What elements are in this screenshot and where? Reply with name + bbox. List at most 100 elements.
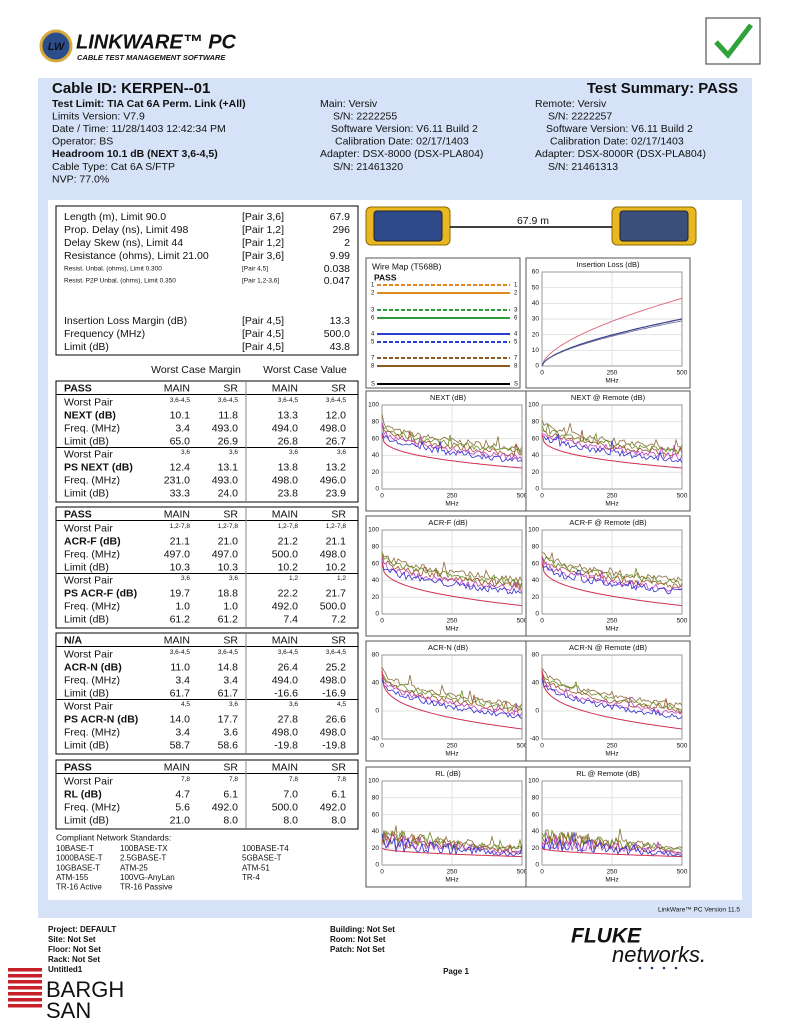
y-tick-label: 0 bbox=[535, 611, 539, 618]
measure-value: 67.9 bbox=[330, 211, 351, 223]
x-tick-label: 250 bbox=[607, 370, 618, 377]
cell: 26.8 bbox=[278, 435, 299, 447]
measure-label: Prop. Delay (ns), Limit 498 bbox=[64, 224, 188, 236]
cell: 17.7 bbox=[218, 713, 239, 725]
trace bbox=[381, 672, 523, 711]
cell: SR bbox=[331, 761, 346, 773]
x-tick-label: 0 bbox=[380, 743, 384, 750]
cell: 7,8 bbox=[181, 776, 190, 783]
cell: 13.1 bbox=[218, 461, 239, 473]
y-tick-label: 80 bbox=[532, 795, 540, 802]
standard: 10GBASE-T bbox=[56, 863, 100, 872]
project-line: Untitled1 bbox=[48, 965, 83, 974]
cell: 3,6 bbox=[229, 575, 238, 582]
y-tick-label: 60 bbox=[532, 435, 540, 442]
trace bbox=[541, 297, 683, 367]
cell: 18.8 bbox=[218, 587, 239, 599]
cell: 1,2 bbox=[337, 575, 346, 582]
y-tick-label: 40 bbox=[532, 577, 540, 584]
cell: 3,6 bbox=[229, 701, 238, 708]
y-tick-label: 60 bbox=[372, 560, 380, 567]
summary-line: Headroom 10.1 dB (NEXT 3,6-4,5) bbox=[52, 148, 218, 160]
row-label: Freq. (MHz) bbox=[64, 422, 120, 434]
y-tick-label: 0 bbox=[375, 486, 379, 493]
x-tick-label: 0 bbox=[380, 869, 384, 876]
cell: 61.7 bbox=[218, 687, 239, 699]
cable-length: 67.9 m bbox=[517, 215, 549, 227]
measure-value: 296 bbox=[332, 224, 350, 236]
cell: 3,6 bbox=[229, 449, 238, 456]
cell: 3,6-4,5 bbox=[278, 397, 299, 404]
measure-label: Delay Skew (ns), Limit 44 bbox=[64, 237, 183, 249]
cell: 3,6 bbox=[181, 449, 190, 456]
graph-box bbox=[525, 766, 691, 888]
y-tick-label: 100 bbox=[528, 402, 539, 409]
pin-right: 3 bbox=[514, 308, 518, 314]
x-tick-label: 0 bbox=[540, 618, 544, 625]
y-tick-label: 40 bbox=[532, 680, 540, 687]
standard: 1000BASE-T bbox=[56, 854, 103, 863]
cell: 493.0 bbox=[212, 474, 238, 486]
cell: 3.4 bbox=[223, 674, 238, 686]
y-tick-label: 20 bbox=[372, 469, 380, 476]
row-label: Worst Pair bbox=[64, 700, 113, 712]
row-label: Limit (dB) bbox=[64, 435, 109, 447]
measure-label: Insertion Loss Margin (dB) bbox=[64, 315, 187, 327]
graph-title: RL (dB) bbox=[435, 769, 461, 778]
tester-screen bbox=[373, 210, 443, 242]
measure-value: 43.8 bbox=[330, 341, 351, 353]
cell: 1,2-7,8 bbox=[326, 523, 347, 530]
y-tick-label: 80 bbox=[532, 419, 540, 426]
cell: 58.6 bbox=[218, 739, 239, 751]
trace bbox=[381, 432, 523, 462]
trace bbox=[542, 551, 683, 583]
cell: 1.0 bbox=[175, 600, 190, 612]
y-tick-label: 30 bbox=[532, 316, 540, 323]
trace bbox=[381, 425, 523, 458]
x-tick-label: 0 bbox=[540, 493, 544, 500]
cell: 3,6 bbox=[289, 449, 298, 456]
y-tick-label: 0 bbox=[535, 708, 539, 715]
cell: 22.2 bbox=[278, 587, 299, 599]
cell: MAIN bbox=[164, 508, 190, 520]
trace bbox=[381, 551, 523, 588]
worst-case-value-head: Worst Case Value bbox=[263, 364, 347, 376]
row-label: Limit (dB) bbox=[64, 814, 109, 826]
cell: 13.8 bbox=[278, 461, 299, 473]
test-summary: Test Summary: PASS bbox=[587, 80, 738, 97]
pin-right: 7 bbox=[514, 356, 518, 362]
trace bbox=[381, 833, 523, 857]
cell: 498.0 bbox=[320, 674, 346, 686]
x-axis-label: MHz bbox=[445, 751, 458, 758]
main-unit-line: S/N: 21461320 bbox=[333, 161, 403, 173]
plot-frame bbox=[541, 529, 683, 615]
row-label: Worst Pair bbox=[64, 648, 113, 660]
summary-line: NVP: 77.0% bbox=[52, 173, 109, 185]
cell: 23.8 bbox=[278, 487, 299, 499]
software-version: LinkWare™ PC Version 11.5 bbox=[658, 907, 740, 914]
logo-top: BARGH bbox=[46, 977, 124, 1002]
y-tick-label: 80 bbox=[532, 544, 540, 551]
cell: 3,6-4,5 bbox=[326, 397, 347, 404]
cell: MAIN bbox=[272, 634, 298, 646]
row-label: Freq. (MHz) bbox=[64, 726, 120, 738]
cell: 6.1 bbox=[223, 788, 238, 800]
standard: 2.5GBASE-T bbox=[120, 854, 166, 863]
cell: 3.6 bbox=[223, 726, 238, 738]
measure-value: 500.0 bbox=[324, 328, 350, 340]
cell: 61.2 bbox=[218, 613, 239, 625]
brand-dot bbox=[650, 966, 654, 970]
summary-line: Date / Time: 11/28/1403 12:42:34 PM bbox=[52, 123, 226, 135]
cell: 3,6-4,5 bbox=[218, 649, 239, 656]
measure-value: 0.038 bbox=[324, 263, 350, 275]
measure-value: 9.99 bbox=[330, 250, 351, 262]
cell: -19.8 bbox=[274, 739, 298, 751]
cell: 3,6-4,5 bbox=[170, 397, 191, 404]
x-axis-label: MHz bbox=[605, 877, 618, 884]
y-tick-label: 40 bbox=[372, 680, 380, 687]
logo-stripe bbox=[8, 986, 42, 990]
y-tick-label: 100 bbox=[528, 527, 539, 534]
pin-right: 8 bbox=[514, 364, 518, 370]
cell: 500.0 bbox=[272, 548, 298, 560]
measure-value: 0.047 bbox=[324, 275, 350, 287]
